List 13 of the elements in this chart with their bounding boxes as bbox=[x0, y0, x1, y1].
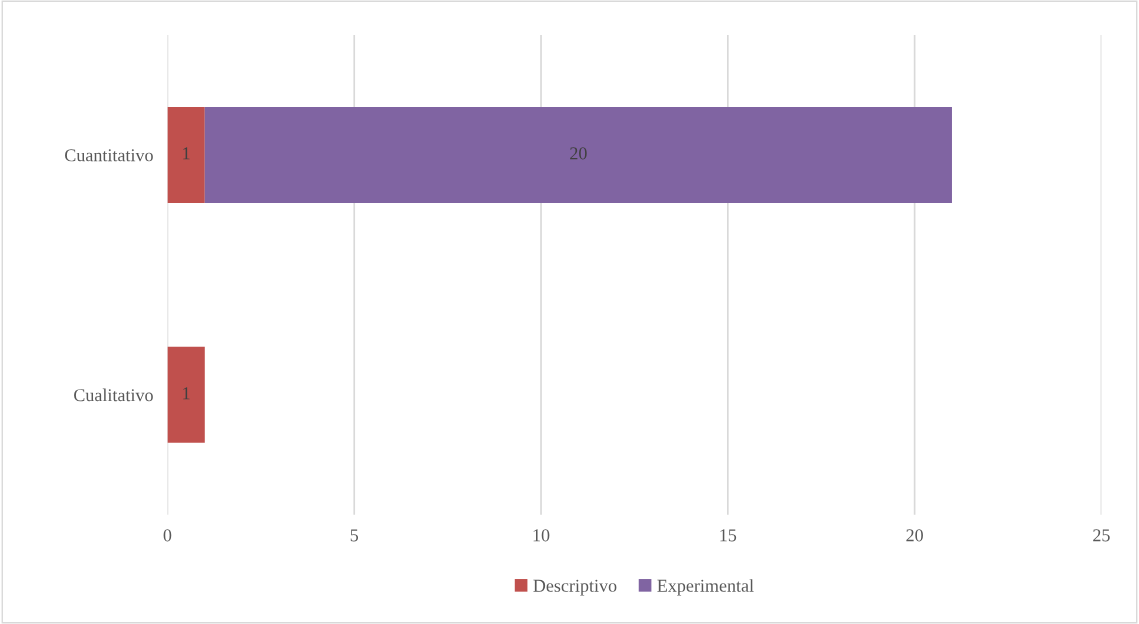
data-label: 1 bbox=[183, 387, 190, 400]
data-label: 20 bbox=[570, 147, 587, 160]
x-tick-label: 5 bbox=[350, 529, 359, 542]
x-tick-label: 20 bbox=[906, 529, 923, 542]
x-tick-label: 25 bbox=[1093, 529, 1110, 542]
legend-label: Experimental bbox=[657, 579, 754, 596]
x-tick-label: 0 bbox=[163, 529, 172, 542]
y-tick-label: Cuantitativo bbox=[65, 149, 153, 162]
x-tick-label: 10 bbox=[533, 529, 550, 542]
y-tick-label: Cualitativo bbox=[74, 388, 153, 402]
x-tick-label: 15 bbox=[720, 529, 737, 542]
data-label: 1 bbox=[183, 147, 190, 160]
legend-label: Descriptivo bbox=[533, 579, 617, 596]
